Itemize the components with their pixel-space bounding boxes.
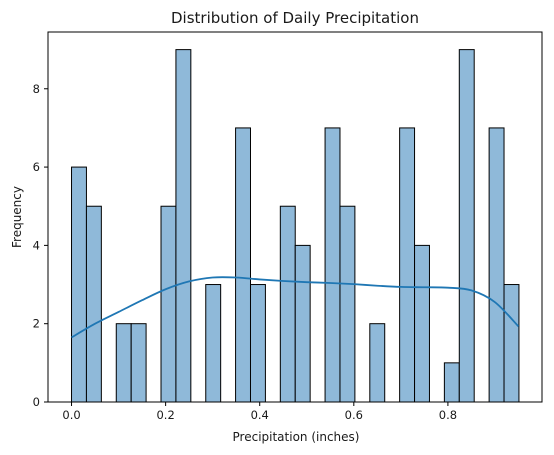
- histogram-bar: [279, 205, 296, 403]
- histogram-bar: [488, 127, 505, 403]
- chart-title: Distribution of Daily Precipitation: [171, 9, 419, 27]
- y-tick-label: 8: [33, 82, 40, 96]
- plot-frame: [47, 31, 543, 403]
- x-axis-label: Precipitation (inches): [233, 430, 360, 444]
- y-tick-label: 6: [33, 160, 40, 174]
- histogram-bar: [369, 323, 386, 403]
- x-axis-ticks: 0.0 0.2 0.4 0.6 0.8: [62, 402, 457, 422]
- histogram-bar: [294, 244, 311, 403]
- kde-curve: [71, 276, 520, 339]
- histogram-bar: [339, 205, 356, 403]
- y-tick-label: 2: [33, 317, 40, 331]
- histogram-bar: [458, 49, 475, 403]
- histogram-bar: [71, 166, 87, 403]
- y-tick-label: 4: [33, 238, 40, 252]
- histogram-bar: [85, 205, 102, 403]
- histogram-bar: [160, 205, 177, 403]
- x-tick-label: 0.8: [439, 408, 457, 422]
- x-tick-label: 0.2: [156, 408, 174, 422]
- histogram-bar: [399, 127, 416, 403]
- histogram-bar: [130, 323, 147, 403]
- x-tick-label: 0.6: [345, 408, 363, 422]
- x-tick-label: 0.0: [62, 408, 80, 422]
- histogram-bar: [249, 284, 266, 403]
- histogram-bar: [235, 127, 251, 403]
- histogram-bar: [324, 127, 341, 403]
- histogram-bar: [503, 284, 520, 403]
- histogram-bar: [175, 49, 192, 403]
- histogram-bar: [205, 284, 222, 403]
- y-tick-label: 0: [33, 395, 40, 409]
- histogram-bar: [443, 362, 460, 403]
- histogram-bar: [414, 244, 430, 403]
- y-axis-ticks: 0 2 4 6 8: [33, 82, 48, 409]
- x-tick-label: 0.4: [251, 408, 269, 422]
- bars-group: [71, 49, 520, 403]
- histogram-bar: [115, 323, 132, 403]
- y-axis-label: Frequency: [10, 186, 24, 248]
